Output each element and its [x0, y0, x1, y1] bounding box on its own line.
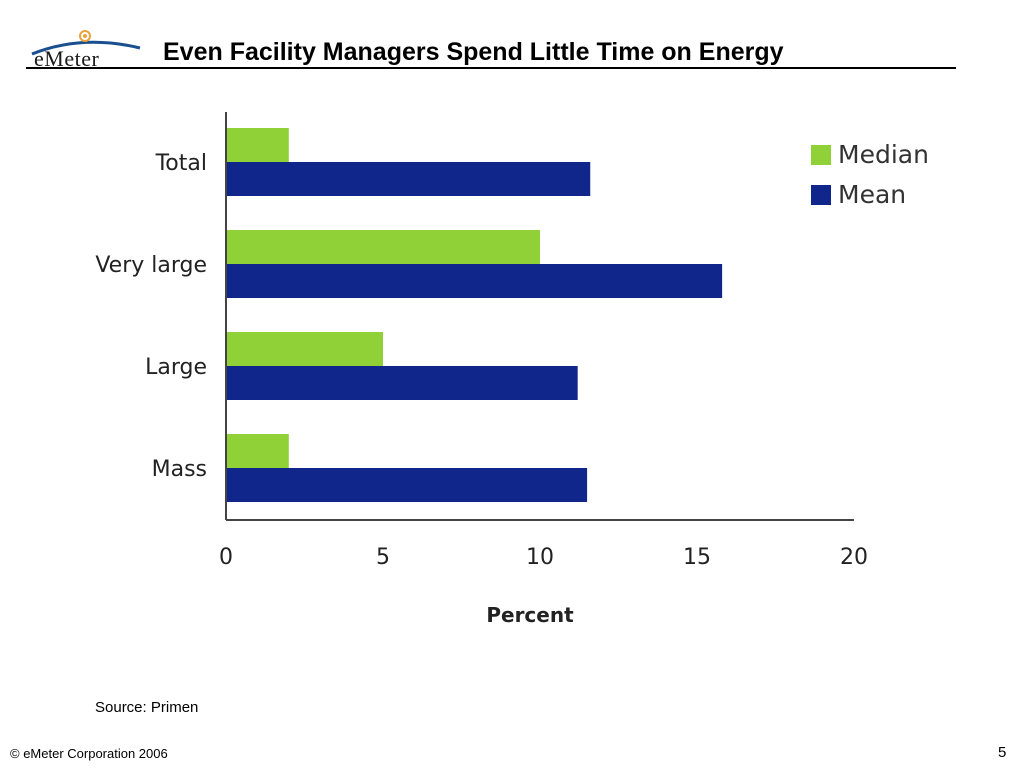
source-note: Source: Primen [95, 699, 199, 716]
bar-mean-total [226, 162, 591, 196]
x-tick-label: 0 [219, 545, 233, 570]
x-tick-label: 15 [683, 545, 711, 570]
logo-text: eMeter [34, 46, 100, 71]
legend-swatch-median [811, 145, 831, 165]
page-number: 5 [998, 744, 1007, 761]
chart-legend: Median Mean [811, 140, 929, 209]
bar-chart: Total Very large Large Mass 0 5 10 15 20 Percen… [95, 112, 929, 627]
category-label: Large [145, 355, 207, 380]
legend-label-mean: Mean [838, 180, 906, 209]
x-tick-label: 20 [840, 545, 868, 570]
emeter-logo: eMeter [22, 26, 152, 72]
logo-swoosh-icon [31, 30, 141, 56]
x-axis-label: Percent [486, 603, 574, 627]
page-title: Even Facility Managers Spend Little Time… [163, 38, 784, 66]
copyright-text: © eMeter Corporation 2006 [10, 746, 168, 761]
legend-swatch-mean [811, 185, 831, 205]
bar-mean-mass [226, 468, 588, 502]
bar-median-total [226, 128, 289, 162]
title-divider [26, 67, 956, 69]
bar-mean-very-large [226, 264, 723, 298]
category-label: Total [155, 151, 207, 176]
x-tick-label: 5 [376, 545, 390, 570]
bar-median-mass [226, 434, 289, 468]
category-label: Very large [95, 253, 207, 278]
category-label: Mass [152, 457, 207, 482]
bar-median-very-large [226, 230, 540, 264]
x-tick-label: 10 [526, 545, 554, 570]
bar-median-large [226, 332, 383, 366]
bar-mean-large [226, 366, 578, 400]
legend-label-median: Median [838, 140, 929, 169]
